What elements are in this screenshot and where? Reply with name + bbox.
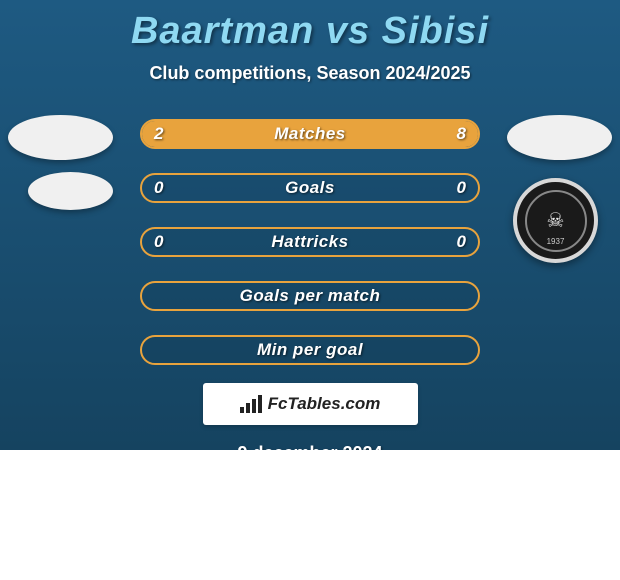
club-year: 1937: [547, 237, 565, 246]
player-left-avatar: [8, 115, 113, 160]
stat-value-left: 0: [154, 178, 163, 198]
club-badge-inner: ☠ 1937: [525, 190, 587, 252]
club-right-badge: ☠ 1937: [513, 178, 598, 263]
stat-row: 0 Goals 0: [140, 173, 480, 203]
stat-label: Goals: [285, 178, 335, 198]
stat-fill-left: [142, 121, 209, 147]
stat-value-right: 0: [457, 232, 466, 252]
comparison-card: Baartman vs Sibisi Club competitions, Se…: [0, 0, 620, 450]
stat-row: Min per goal: [140, 335, 480, 365]
player-right-avatar: [507, 115, 612, 160]
stat-value-right: 8: [457, 124, 466, 144]
stat-row: 2 Matches 8: [140, 119, 480, 149]
stat-value-right: 0: [457, 178, 466, 198]
stat-row: Goals per match: [140, 281, 480, 311]
stat-value-left: 0: [154, 232, 163, 252]
stat-label: Min per goal: [257, 340, 363, 360]
branding-text: FcTables.com: [268, 394, 381, 414]
date-text: 9 december 2024: [0, 443, 620, 450]
skull-icon: ☠: [547, 211, 565, 231]
stat-row: 0 Hattricks 0: [140, 227, 480, 257]
stat-label: Matches: [274, 124, 346, 144]
bar-chart-icon: [240, 395, 262, 413]
stat-label: Goals per match: [240, 286, 381, 306]
club-left-badge: [28, 172, 113, 210]
stat-label: Hattricks: [271, 232, 348, 252]
page-title: Baartman vs Sibisi: [0, 0, 620, 53]
stat-value-left: 2: [154, 124, 163, 144]
subtitle: Club competitions, Season 2024/2025: [0, 63, 620, 84]
branding-badge: FcTables.com: [203, 383, 418, 425]
